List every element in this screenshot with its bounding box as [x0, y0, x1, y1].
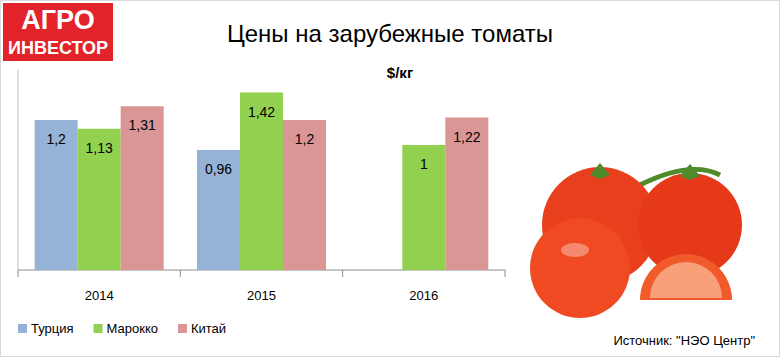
legend-label: Китай — [191, 321, 226, 336]
bar — [197, 150, 240, 270]
highlight — [561, 243, 589, 257]
data-label: 1,31 — [129, 117, 156, 133]
x-tick-label: 2015 — [247, 288, 276, 303]
frame — [1, 1, 780, 357]
source: Источник: "НЭО Центр" — [613, 333, 755, 348]
data-label: 0,96 — [205, 161, 232, 177]
y-axis-line — [18, 70, 19, 270]
legend-label: Турция — [31, 321, 74, 336]
bars — [35, 93, 489, 271]
bar — [78, 129, 121, 270]
category-separator — [505, 270, 506, 277]
stem — [590, 163, 700, 180]
bar — [240, 93, 283, 271]
data-label: 1,2 — [295, 131, 315, 147]
tomato-illustration — [530, 163, 742, 318]
legend-swatch — [18, 324, 27, 333]
bar — [35, 120, 78, 270]
bar — [283, 120, 326, 270]
category-separator — [342, 270, 343, 277]
data-label: 1,2 — [46, 131, 66, 147]
data-label: 1,42 — [248, 104, 275, 120]
category-separator — [180, 270, 181, 277]
data-labels: 1,2 0,96 1,13 1,42 1 1,31 1,2 1,22 — [46, 104, 480, 178]
logo-text: ИНВЕСТОР — [8, 37, 108, 58]
data-label: 1,13 — [86, 140, 113, 156]
chart: АГРОИНВЕСТОР Цены на зарубежные томаты $/к… — [0, 0, 780, 357]
category-separator — [18, 270, 19, 277]
logo-box — [3, 3, 113, 61]
legend-label: Марокко — [107, 321, 158, 336]
title: Цены на зарубежные томаты — [227, 20, 553, 47]
x-tick-label: 2014 — [85, 288, 114, 303]
subtitle: $/кг — [387, 64, 413, 81]
bar — [445, 118, 488, 271]
legend-swatch — [94, 324, 103, 333]
tomato-slice — [650, 262, 722, 298]
bar — [121, 106, 164, 270]
tomato — [530, 218, 630, 318]
logo-text: АГРО — [21, 5, 94, 35]
legend-swatch — [178, 324, 187, 333]
bar — [402, 145, 445, 270]
data-label: 1 — [420, 156, 428, 172]
data-label: 1,22 — [453, 129, 480, 145]
tomato-slice — [640, 254, 732, 300]
x-tick-label: 2016 — [409, 288, 438, 303]
